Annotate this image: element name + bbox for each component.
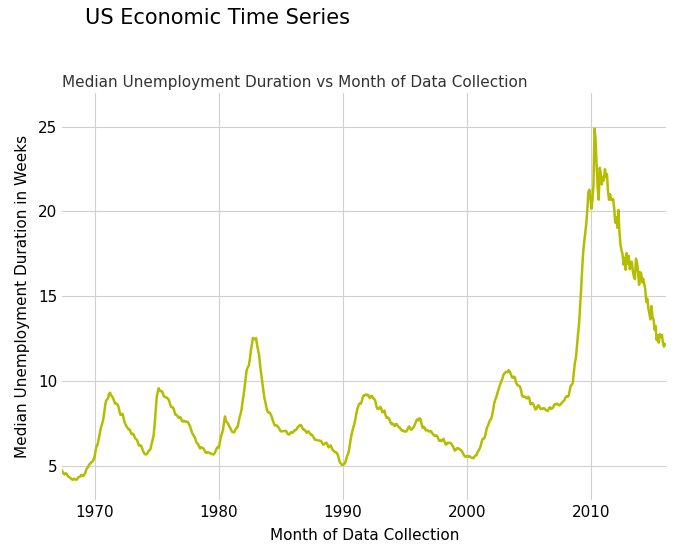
Text: US Economic Time Series: US Economic Time Series <box>85 8 350 28</box>
Text: Median Unemployment Duration vs Month of Data Collection: Median Unemployment Duration vs Month of… <box>63 75 528 90</box>
Y-axis label: Median Unemployment Duration in Weeks: Median Unemployment Duration in Weeks <box>15 134 30 458</box>
X-axis label: Month of Data Collection: Month of Data Collection <box>270 528 459 543</box>
